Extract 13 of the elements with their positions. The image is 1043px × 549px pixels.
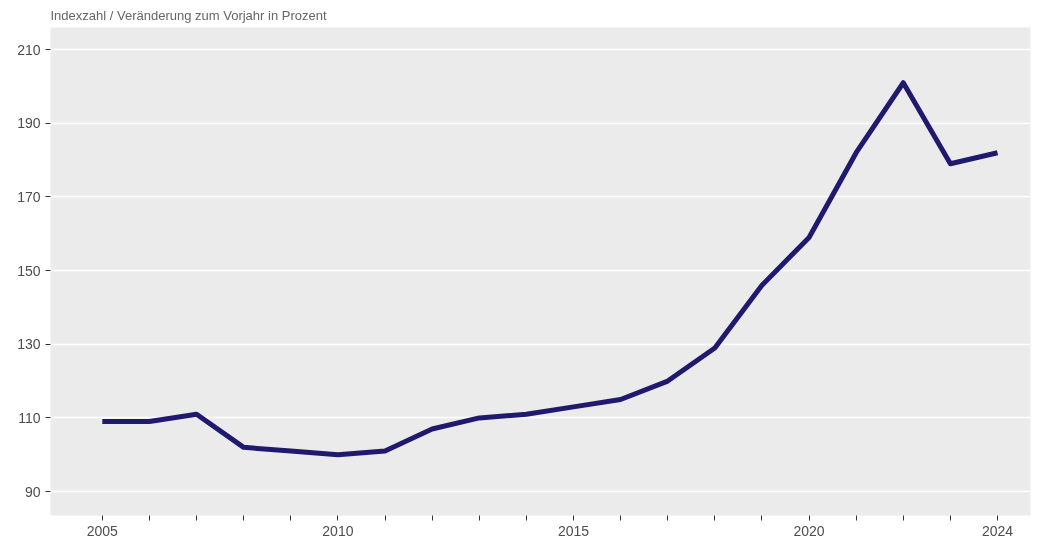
y-tick-label: 130 [17,336,41,353]
y-tick-label: 210 [17,41,41,58]
x-tick-label: 2020 [793,522,825,539]
x-tick-label: 2024 [981,522,1014,539]
x-tick-label: 2005 [86,522,119,539]
x-tick-label: 2010 [322,522,354,539]
y-tick-label: 170 [17,188,41,205]
x-tick-label: 2015 [557,522,590,539]
chart-title: Indexzahl / Veränderung zum Vorjahr in Prozent [50,7,327,23]
y-tick-label: 90 [24,483,41,500]
y-tick-label: 150 [17,262,41,279]
y-tick-label: 110 [18,409,41,426]
y-tick-label: 190 [17,115,41,132]
